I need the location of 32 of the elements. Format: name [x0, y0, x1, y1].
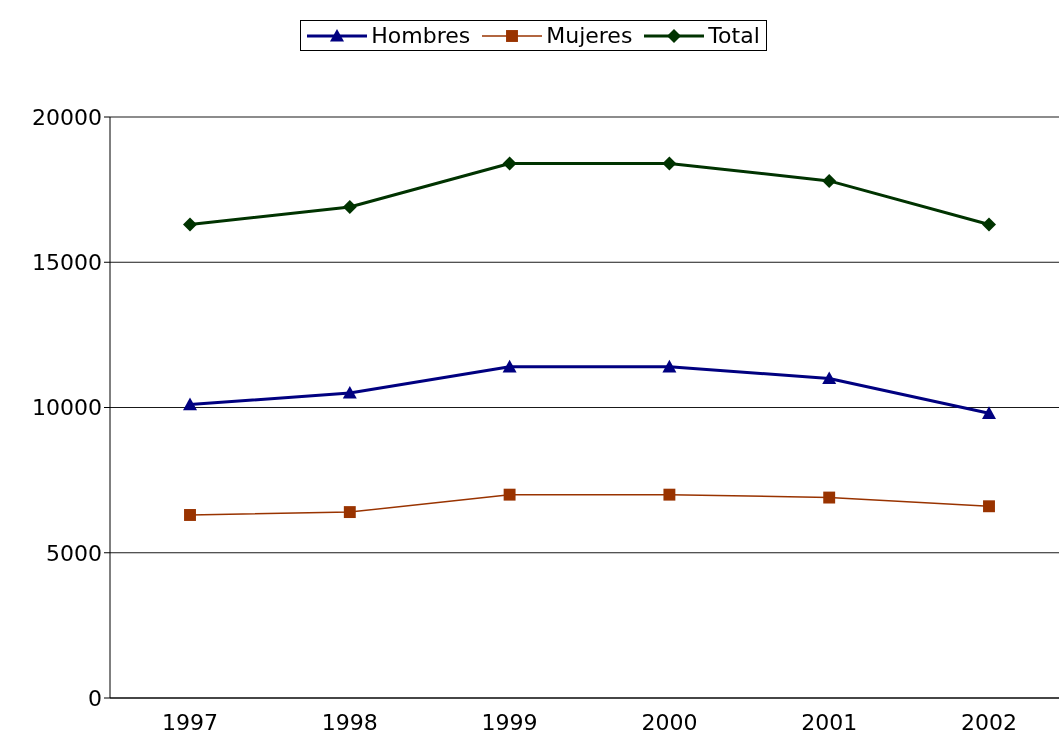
point: [983, 500, 995, 513]
point: [342, 385, 357, 399]
point: [183, 397, 197, 411]
point: [502, 359, 517, 373]
point: [822, 371, 837, 385]
point: [662, 156, 677, 171]
y-tick-label: 0: [88, 685, 102, 711]
point: [502, 156, 517, 171]
point: [183, 217, 197, 232]
point: [982, 406, 996, 419]
x-tick-label: 1998: [321, 709, 378, 735]
legend-label: Total: [708, 23, 760, 48]
point: [663, 488, 676, 501]
y-tick-label: 5000: [46, 540, 102, 566]
x-tick-label: 2002: [961, 709, 1017, 735]
point: [662, 359, 677, 373]
point: [343, 506, 356, 519]
x-tick-label: 1997: [162, 709, 218, 735]
y-tick-label: 20000: [32, 104, 102, 130]
x-tick-label: 2001: [801, 709, 858, 735]
x-tick-label: 1999: [481, 709, 538, 735]
legend-label: Mujeres: [546, 23, 633, 48]
point: [982, 217, 996, 232]
y-tick-label: 10000: [32, 395, 102, 421]
y-tick-label: 15000: [32, 250, 102, 276]
point: [184, 509, 196, 521]
point: [822, 173, 837, 188]
legend-label: Hombres: [371, 23, 471, 48]
point: [342, 200, 357, 215]
point: [823, 491, 836, 504]
x-tick-label: 2000: [641, 709, 698, 735]
point: [503, 488, 516, 501]
